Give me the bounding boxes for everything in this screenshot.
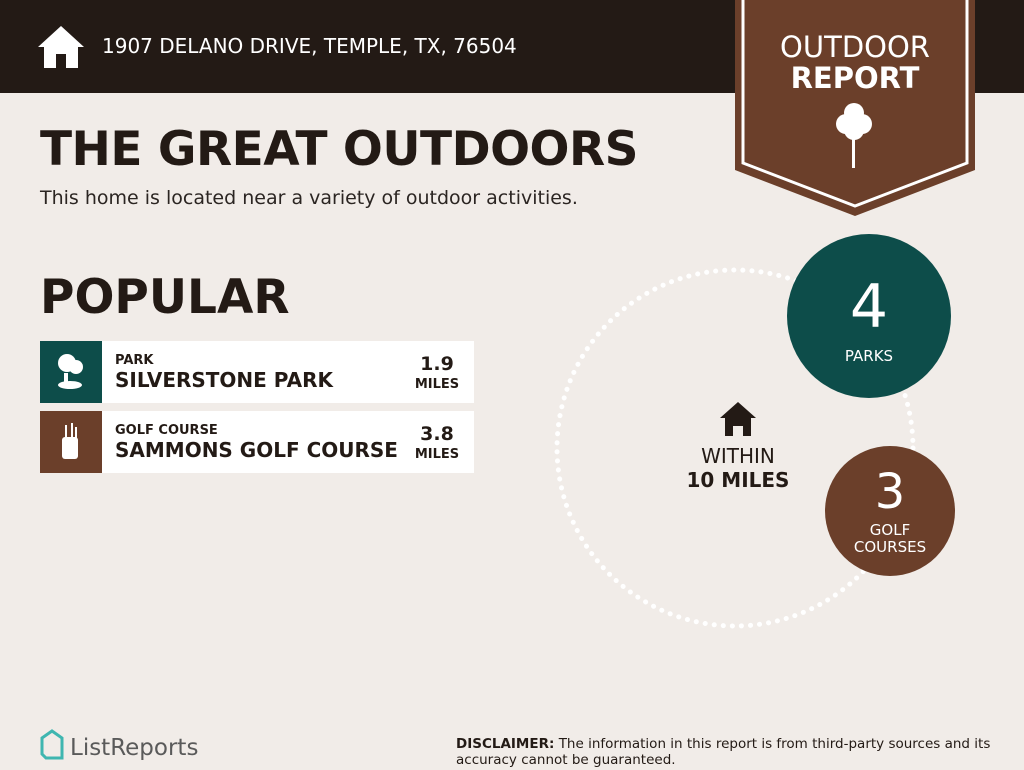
- brand: ListReports: [70, 735, 199, 761]
- within-line2: 10 MILES: [686, 468, 790, 492]
- park-icon: [58, 354, 83, 389]
- badge-line2: REPORT: [790, 61, 920, 95]
- golf-count: 3: [874, 464, 906, 520]
- parks-count: 4: [849, 272, 889, 342]
- title: THE GREAT OUTDOORS: [40, 122, 639, 177]
- distance-unit: MILES: [414, 447, 460, 462]
- disclaimer: DISCLAIMER: The information in this repo…: [456, 736, 996, 768]
- park-icon-box: [40, 341, 102, 403]
- home-icon: [38, 26, 84, 68]
- golf-icon-box: [40, 411, 102, 473]
- within-line1: WITHIN: [701, 444, 775, 468]
- address: 1907 DELANO DRIVE, TEMPLE, TX, 76504: [102, 34, 517, 58]
- popular-card: GOLF COURSE SAMMONS GOLF COURSE 3.8 MILE…: [40, 411, 474, 473]
- category: PARK: [115, 353, 154, 368]
- popular-card: PARK SILVERSTONE PARK 1.9 MILES: [40, 341, 474, 403]
- parks-label: PARKS: [844, 347, 894, 365]
- place-name: SAMMONS GOLF COURSE: [115, 438, 398, 462]
- distance: 1.9: [420, 353, 454, 375]
- disclaimer-text: The information in this report is from t…: [456, 736, 991, 768]
- place-name: SILVERSTONE PARK: [115, 368, 333, 392]
- golf-label: GOLF COURSES: [853, 521, 927, 556]
- subtitle: This home is located near a variety of o…: [40, 187, 578, 209]
- golf-icon: [62, 423, 78, 459]
- distance: 3.8: [420, 423, 454, 445]
- category: GOLF COURSE: [115, 423, 218, 438]
- distance-unit: MILES: [414, 377, 460, 392]
- disclaimer-label: DISCLAIMER:: [456, 736, 555, 752]
- badge-line1: OUTDOOR: [780, 30, 930, 64]
- popular-heading: POPULAR: [40, 270, 290, 325]
